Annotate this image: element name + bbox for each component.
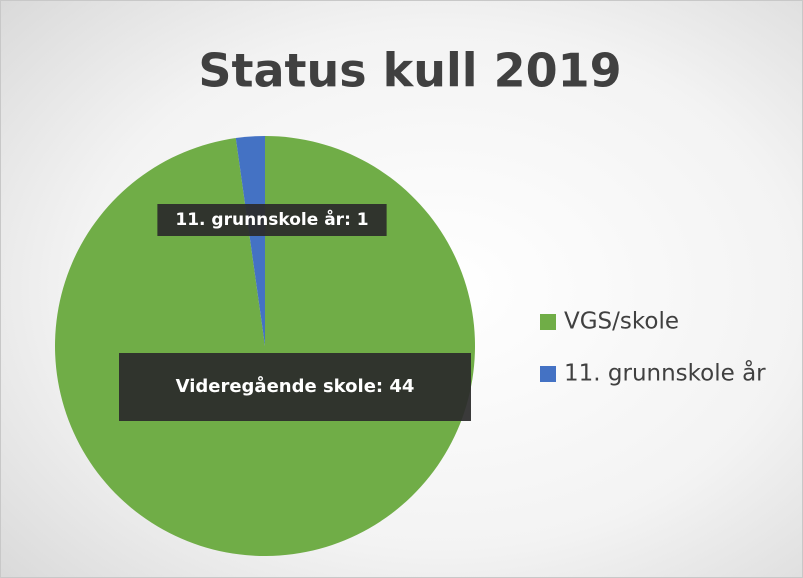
chart-title: Status kull 2019	[198, 44, 621, 98]
data-label-box	[119, 353, 471, 421]
pie-slice	[54, 136, 475, 556]
data-label: 11. grunnskole år: 1	[157, 204, 387, 236]
pie	[54, 136, 475, 556]
legend-label: 11. grunnskole år	[564, 359, 766, 387]
data-label-text: 11. grunnskole år: 1	[175, 208, 368, 230]
data-label-text: Videregående skole: 44	[176, 375, 415, 397]
legend-swatch	[540, 314, 556, 330]
data-label-box	[157, 204, 387, 236]
legend: VGS/skole 11. grunnskole år	[540, 309, 766, 387]
legend-label: VGS/skole	[564, 309, 679, 335]
pie-slice	[235, 136, 265, 346]
data-label: Videregående skole: 44	[119, 353, 471, 421]
data-labels: Videregående skole: 44 11. grunnskole år:…	[119, 204, 471, 421]
legend-swatch	[540, 366, 556, 382]
